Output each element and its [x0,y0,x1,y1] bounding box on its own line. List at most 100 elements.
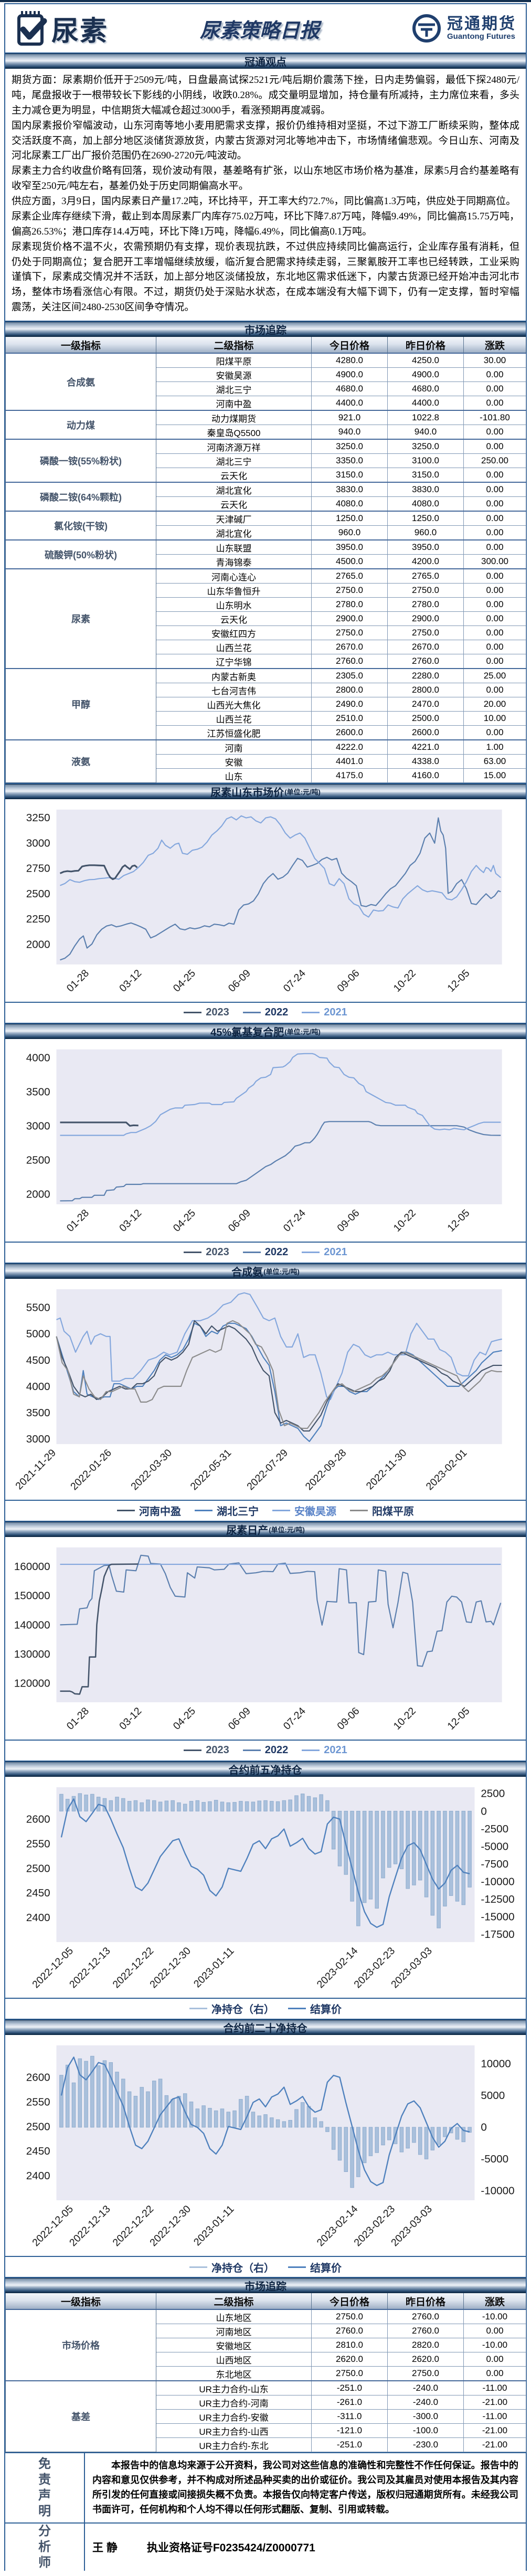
table-cell: 2750.0 [311,583,388,598]
table-cell: -11.00 [463,2380,526,2396]
bar [133,1800,138,1811]
table-cell: 0.00 [463,2352,526,2367]
bar [288,1799,292,1811]
table-cell: 2600.0 [311,725,388,740]
table-cell: 阳煤平原 [156,353,312,368]
line-series-湖北三宁 [56,1322,502,1442]
table-row: 尿素 河南心连心 2765.0 2765.0 0.00 [5,568,526,669]
legend-item: 结算价 [288,2001,342,2016]
line-series-2023 [60,1563,139,1695]
svg-text:4000: 4000 [26,1380,50,1392]
table-cell: 1.00 [463,739,526,755]
viewpoint-section-title: 冠通观点 [245,57,286,68]
notepad-check-icon [17,11,47,46]
bar [418,1810,422,1881]
svg-text:-10000: -10000 [481,2185,514,2197]
bar [171,1800,175,1811]
line-series-2022 [60,1554,502,1667]
table-cell: 0.00 [463,396,526,411]
table-row: 湖北三宁 3350.0 3100.0 250.00 [6,453,526,468]
table-row: 山西兰花 2670.0 2670.0 0.00 [6,640,526,654]
svg-text:10-22: 10-22 [391,1207,418,1234]
table-cell: 辽宁华锦 [156,654,312,669]
chart-section-bar: 合约前五净持仓 [5,1761,526,1777]
table-group-label: 氯化铵(干铵) [5,511,156,540]
table-cell: 940.0 [387,425,464,440]
table-cell: 山西地区 [156,2352,312,2367]
table-cell: -121.0 [311,2423,388,2439]
bar [362,2127,367,2163]
bar [468,1810,472,1888]
legend-item: 湖北三宁 [195,1503,259,1518]
legend-label: 安徽昊源 [294,1506,336,1518]
bar [368,1810,373,1900]
legend-label: 2021 [324,1246,347,1258]
svg-text:-10000: -10000 [481,1875,514,1888]
table-cell: 4400.0 [387,396,464,411]
table-cell: 安徽 [156,754,312,769]
chart-legend: 河南中盈 湖北三宁 安徽昊源 阳煤平原 [5,1499,526,1521]
table-cell: 921.0 [311,410,388,425]
table-cell: -230.0 [387,2437,464,2453]
bar [387,1810,391,1868]
bar [214,2110,218,2128]
svg-text:2450: 2450 [26,1887,50,1899]
bar [90,1794,94,1811]
viewpoint-section-bar: 冠通观点 [5,54,526,69]
table-row: 氯化铵(干铵) 天津碱厂 1250.0 1250.0 0.00 [5,511,526,540]
svg-text:10-22: 10-22 [391,1705,418,1732]
table-row: UR主力合约-山西 -121.0 -100.0 -21.00 [6,2423,526,2439]
table-cell: 湖北宜化 [156,525,312,540]
svg-text:2000: 2000 [26,938,50,950]
disclaimer-row: 免责声明 本报告中的信息均来源于公开资料，我公司对这些信息的准确性和完整性不作任… [5,2453,526,2524]
table-group-label: 市场价格 [5,2309,156,2381]
legend-item: 2021 [302,1744,347,1756]
table-cell: 河南心连心 [156,568,312,584]
table-cell: 2280.0 [387,668,464,683]
table-cell: 3950.0 [387,539,464,555]
market-track-table-1: 一级指标 二级指标 今日价格 昨日价格 涨跌 合成氨 阳煤平原 4280.0 4250.0 30.… [5,337,526,783]
table-cell: UR主力合约-山西 [156,2423,312,2439]
table-row: 磷酸二铵(64%颗粒) 湖北宜化 3830.0 3830.0 0.00 [5,482,526,512]
chart-legend: 净持仓（右） 结算价 [5,1997,526,2019]
bar [455,2127,460,2140]
bar [412,2127,416,2143]
legend-swatch-icon [117,1510,135,1512]
bar [232,1801,237,1811]
chart-section-bar: 合成氨 (单位:元/吨) [5,1263,526,1279]
table-row: 山西地区 2620.0 2620.0 0.00 [6,2352,526,2367]
viewpoint-paragraph: 尿素主力合约收盘价略有回落，现价波动有限，基差略有扩张，以山东地区市场价格为基准… [12,165,519,192]
table-cell: 湖北三宁 [156,381,312,396]
table-cell: 1250.0 [387,511,464,526]
bar [59,1794,63,1811]
table-cell: 2750.0 [387,583,464,598]
bar [375,1810,379,1909]
table-row: 河南地区 2760.0 2760.0 0.00 [6,2324,526,2339]
bar [257,2115,261,2128]
table-group-label: 甲醇 [5,668,156,740]
bar [424,1810,429,1897]
disclaimer-text: 本报告中的信息均来源于公开资料，我公司对这些信息的准确性和完整性不作任何保证。报… [92,2460,518,2515]
bar [140,1802,144,1811]
table-cell: 4080.0 [311,496,388,512]
viewpoint-paragraph: 尿素现货价格不温不火，农需预期仍有支撑，现价表现抗跌，不过供应持续同比偏高运行，… [12,241,519,313]
table-cell: 0.00 [463,381,526,396]
report-title: 尿素策略日报 [200,19,320,42]
bar [313,2117,317,2128]
bar [208,1801,212,1811]
table-row: 湖北宜化 960.0 960.0 0.00 [6,525,526,540]
svg-text:4000: 4000 [26,1052,50,1064]
table-cell: 2780.0 [387,597,464,612]
table-cell: 2620.0 [387,2352,464,2367]
line-series-阳煤平原 [56,1320,502,1429]
svg-text:-17500: -17500 [481,1928,514,1941]
table-cell: 2750.0 [311,2366,388,2381]
bar [232,2110,237,2128]
legend-swatch-icon [242,1252,261,1254]
chart-net-position-top5: 2400 2450 2500 2550 2600 2500 0 -2500 -5000 -7500… [26,1787,515,1990]
table-cell: -21.00 [463,2437,526,2453]
table-row: 山东 4175.0 4160.0 15.00 [6,768,526,783]
line-series-安徽昊源 [56,1292,502,1400]
guantong-logo: 冠通期货 Guantong Futures [411,13,516,44]
table-cell: 2490.0 [311,697,388,712]
